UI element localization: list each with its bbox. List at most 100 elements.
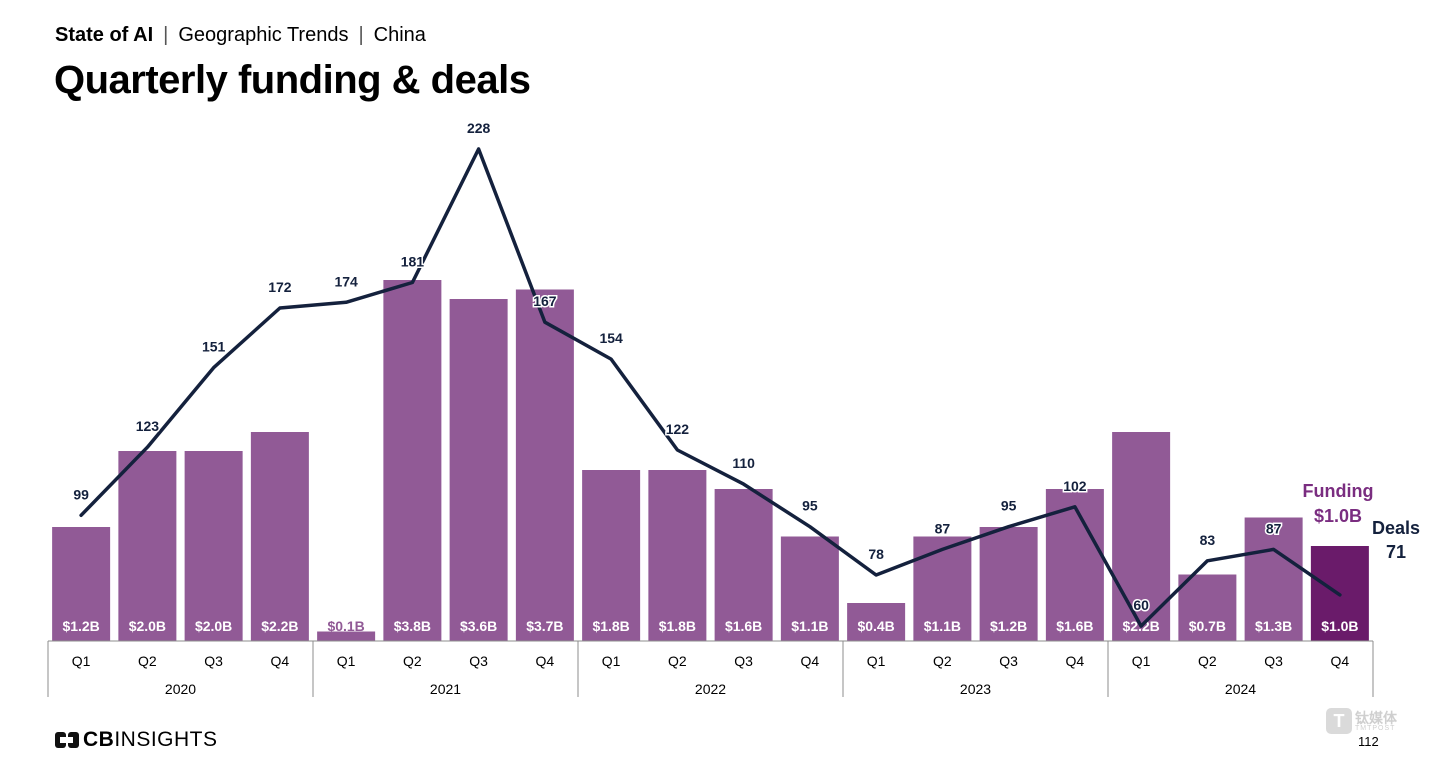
funding-bar xyxy=(979,527,1038,641)
deals-line-group: 99 123 151 172 174 181 228 167 154 122 110 95 78 87 95… xyxy=(72,118,1342,628)
funding-bar-label: $1.1B xyxy=(924,618,961,634)
funding-bar xyxy=(714,489,773,641)
funding-bar xyxy=(52,527,111,641)
funding-bar-labels: $1.2B $2.0B $2.0B $2.2B $0.1B $3.8B $3.6B $3.7B… xyxy=(62,618,1358,634)
deals-data-label: 154 xyxy=(599,330,623,346)
deals-data-label: 87 xyxy=(1266,520,1282,536)
funding-bar-label: $1.1B xyxy=(791,618,828,634)
legend-funding-label: Funding xyxy=(1303,481,1374,501)
tmtpost-logo-icon: T xyxy=(1326,708,1352,734)
funding-bar xyxy=(1244,517,1303,641)
funding-bar xyxy=(1178,574,1237,641)
funding-bar-label: $3.6B xyxy=(460,618,497,634)
legend-deals-value: 71 xyxy=(1386,542,1406,562)
legend-deals-label: Deals xyxy=(1372,518,1420,538)
deals-data-label: 95 xyxy=(1001,498,1017,514)
watermark-en-text: TMTPOST xyxy=(1355,724,1396,732)
quarter-tick-label: Q3 xyxy=(204,653,223,669)
deals-data-label: 167 xyxy=(533,293,557,309)
deals-data-label: 122 xyxy=(666,421,690,437)
funding-bar xyxy=(913,536,972,641)
quarter-tick-label: Q2 xyxy=(933,653,952,669)
deals-data-label: 78 xyxy=(868,546,884,562)
funding-bar-label: $0.7B xyxy=(1189,618,1226,634)
deals-data-label: 123 xyxy=(136,418,160,434)
deals-data-label: 110 xyxy=(732,455,755,471)
funding-bar-label: $1.2B xyxy=(62,618,99,634)
year-tick-label: 2022 xyxy=(695,681,726,697)
quarter-tick-label: Q2 xyxy=(138,653,157,669)
deals-data-label: 83 xyxy=(1200,532,1216,548)
funding-bars xyxy=(52,280,1369,641)
deals-data-label: 181 xyxy=(401,253,425,269)
legend-funding-value: $1.0B xyxy=(1314,506,1362,526)
quarter-tick-label: Q2 xyxy=(668,653,687,669)
quarter-tick-label: Q2 xyxy=(403,653,422,669)
funding-bar-label: $1.6B xyxy=(725,618,762,634)
deals-data-label: 174 xyxy=(334,273,358,289)
quarter-tick-label: Q3 xyxy=(1264,653,1283,669)
deals-data-label: 172 xyxy=(268,279,292,295)
deals-data-label: 102 xyxy=(1063,478,1087,494)
x-axis: Q1 Q2 Q3 Q4 Q1 Q2 Q3 Q4 Q1 Q2 Q3 Q4 Q1 Q2 Q3 Q4 Q1 Q2 Q3 Q4… xyxy=(47,640,1374,697)
quarter-tick-label: Q1 xyxy=(72,653,91,669)
funding-bar-label: $3.7B xyxy=(526,618,563,634)
deals-data-label: 87 xyxy=(935,520,951,536)
funding-bar-label: $2.0B xyxy=(129,618,166,634)
deals-data-label: 151 xyxy=(202,339,226,355)
report-name: State of AI xyxy=(55,24,154,46)
breadcrumb-separator: | xyxy=(358,24,364,46)
year-tick-label: 2023 xyxy=(960,681,991,697)
year-tick-label: 2020 xyxy=(165,681,196,697)
funding-bar-label: $1.8B xyxy=(659,618,696,634)
tmtpost-watermark: T 钛媒体 TMTPOST xyxy=(1326,708,1397,734)
breadcrumb-section: Geographic Trends xyxy=(178,24,349,46)
year-tick-label: 2024 xyxy=(1225,681,1256,697)
breadcrumb-country: China xyxy=(373,24,426,46)
deals-data-label: 228 xyxy=(467,120,491,136)
logo-text-cb: CB xyxy=(83,728,115,751)
funding-bar xyxy=(847,603,906,641)
watermark-cn-text: 钛媒体 xyxy=(1355,709,1397,726)
funding-bar xyxy=(250,432,309,641)
quarter-tick-label: Q2 xyxy=(1198,653,1217,669)
funding-bar xyxy=(118,451,177,641)
funding-bar-label: $1.8B xyxy=(592,618,629,634)
cb-insights-logo-icon xyxy=(55,732,79,748)
logo-text-insights: INSIGHTS xyxy=(114,728,218,751)
chart-legend: Funding $1.0B Deals 71 xyxy=(1303,481,1421,562)
quarter-tick-label: Q4 xyxy=(1066,653,1085,669)
funding-bar-label: $1.2B xyxy=(990,618,1027,634)
funding-bar-label: $1.6B xyxy=(1056,618,1093,634)
page-number: 112 xyxy=(1358,734,1379,749)
quarter-tick-label: Q4 xyxy=(801,653,820,669)
breadcrumb: State of AI | Geographic Trends | China xyxy=(55,24,426,47)
quarter-tick-label: Q4 xyxy=(536,653,555,669)
year-tick-label: 2021 xyxy=(430,681,461,697)
funding-bar xyxy=(582,470,641,641)
page-title: Quarterly funding & deals xyxy=(54,58,531,102)
funding-bar-label: $3.8B xyxy=(394,618,431,634)
deals-data-label: 60 xyxy=(1133,597,1149,613)
breadcrumb-separator: | xyxy=(163,24,169,46)
funding-bar xyxy=(449,299,508,641)
deals-data-label: 99 xyxy=(73,486,89,502)
funding-bar xyxy=(648,470,707,641)
quarter-tick-label: Q1 xyxy=(867,653,886,669)
cb-insights-logo: CBINSIGHTS xyxy=(55,728,218,752)
quarter-tick-label: Q3 xyxy=(469,653,488,669)
funding-bar xyxy=(780,536,839,641)
quarter-tick-label: Q4 xyxy=(1331,653,1350,669)
quarter-tick-label: Q1 xyxy=(602,653,621,669)
funding-bar-label: $1.3B xyxy=(1255,618,1292,634)
quarter-tick-label: Q3 xyxy=(999,653,1018,669)
deals-data-label: 95 xyxy=(802,498,818,514)
funding-bar-label: $2.0B xyxy=(195,618,232,634)
funding-bar-label: $2.2B xyxy=(261,618,298,634)
funding-bar xyxy=(383,280,442,641)
funding-bar xyxy=(184,451,243,641)
funding-bar-label: $0.1B xyxy=(327,618,364,634)
quarter-tick-label: Q3 xyxy=(734,653,753,669)
funding-bar xyxy=(515,289,574,641)
